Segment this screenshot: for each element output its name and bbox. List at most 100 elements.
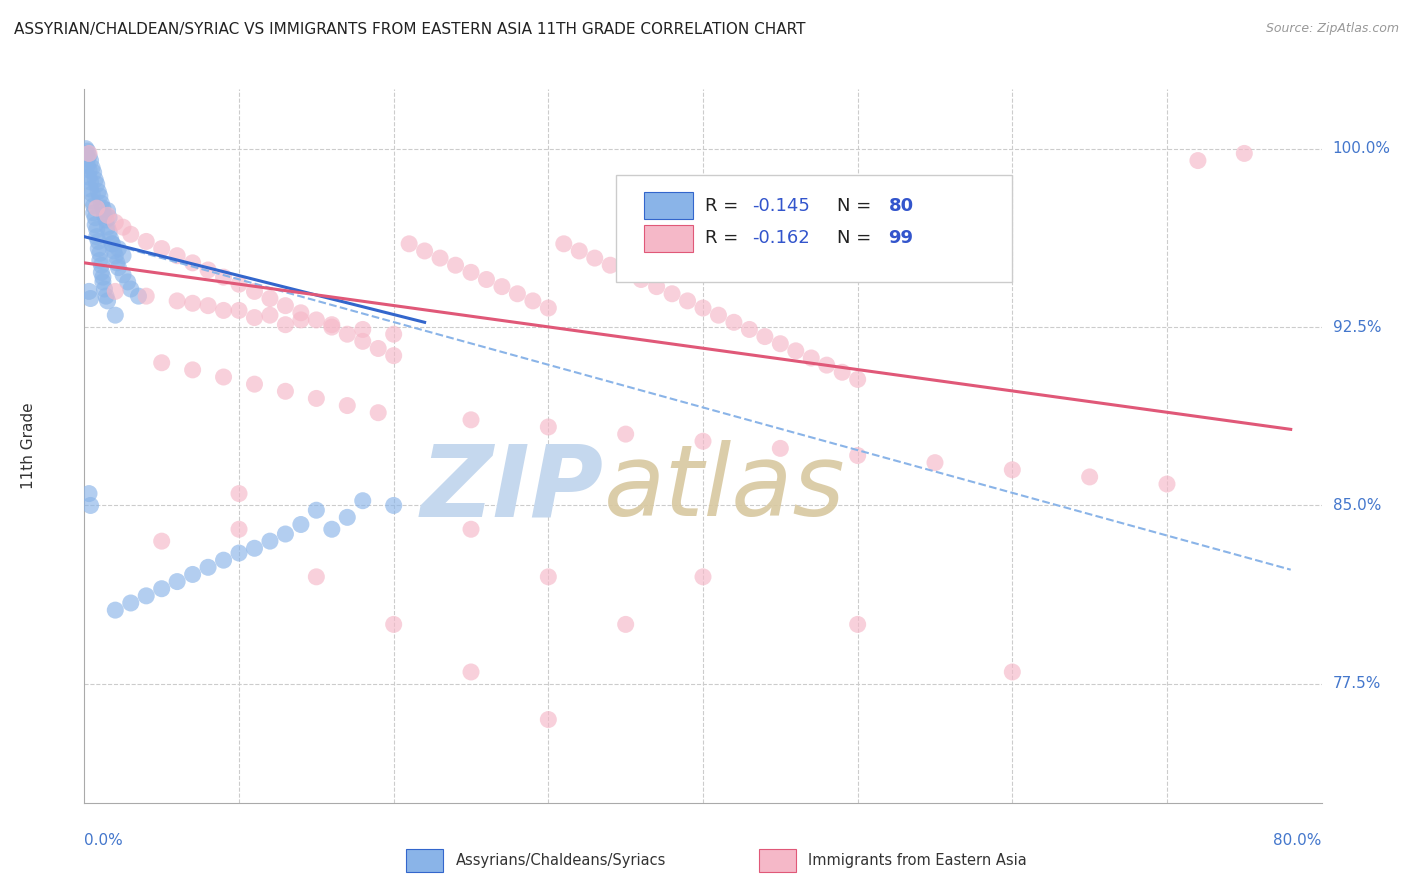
- Point: [924, 456, 946, 470]
- Point: [769, 442, 792, 456]
- Point: [243, 310, 266, 325]
- Point: [1001, 463, 1024, 477]
- Point: [846, 372, 869, 386]
- Point: [107, 242, 129, 256]
- Point: [228, 303, 250, 318]
- Point: [305, 570, 328, 584]
- Point: [76, 151, 98, 165]
- Point: [274, 384, 297, 399]
- Point: [104, 308, 127, 322]
- Point: [197, 560, 219, 574]
- Point: [290, 313, 312, 327]
- Point: [91, 270, 114, 285]
- Point: [101, 236, 124, 251]
- Point: [82, 194, 104, 208]
- Point: [89, 253, 111, 268]
- Point: [93, 282, 115, 296]
- Point: [104, 603, 127, 617]
- Point: [754, 329, 776, 343]
- Point: [96, 203, 118, 218]
- Point: [166, 574, 188, 589]
- Point: [212, 303, 235, 318]
- Point: [614, 265, 637, 279]
- FancyBboxPatch shape: [406, 849, 443, 872]
- Point: [846, 617, 869, 632]
- Point: [76, 158, 98, 172]
- Point: [77, 486, 100, 500]
- Point: [94, 213, 117, 227]
- Point: [522, 293, 544, 308]
- Point: [104, 249, 127, 263]
- Point: [79, 175, 101, 189]
- Point: [82, 186, 104, 201]
- Point: [692, 570, 714, 584]
- Point: [112, 220, 135, 235]
- Point: [105, 256, 128, 270]
- Point: [104, 215, 127, 229]
- Point: [135, 589, 157, 603]
- Point: [413, 244, 436, 258]
- Point: [305, 392, 328, 406]
- Point: [77, 285, 100, 299]
- Point: [83, 165, 105, 179]
- Point: [90, 196, 112, 211]
- Point: [96, 208, 118, 222]
- Point: [398, 236, 420, 251]
- Point: [112, 268, 135, 282]
- Point: [723, 315, 745, 329]
- Point: [98, 225, 121, 239]
- Point: [259, 534, 281, 549]
- Point: [661, 286, 683, 301]
- Point: [382, 617, 405, 632]
- FancyBboxPatch shape: [644, 192, 693, 219]
- Point: [460, 522, 482, 536]
- Point: [84, 172, 107, 186]
- Point: [77, 146, 100, 161]
- Point: [83, 199, 105, 213]
- Point: [87, 185, 110, 199]
- Point: [212, 270, 235, 285]
- Point: [274, 299, 297, 313]
- Text: 92.5%: 92.5%: [1333, 319, 1381, 334]
- Point: [77, 170, 100, 185]
- Point: [197, 263, 219, 277]
- Point: [831, 365, 853, 379]
- Text: 85.0%: 85.0%: [1333, 498, 1381, 513]
- Point: [460, 413, 482, 427]
- Point: [274, 527, 297, 541]
- Point: [243, 377, 266, 392]
- Point: [150, 356, 173, 370]
- Text: 80.0%: 80.0%: [1274, 833, 1322, 848]
- Point: [460, 665, 482, 679]
- Text: N =: N =: [837, 196, 876, 214]
- Point: [614, 617, 637, 632]
- Point: [77, 163, 100, 178]
- Point: [96, 293, 118, 308]
- Point: [94, 289, 117, 303]
- Point: [166, 249, 188, 263]
- Point: [1001, 665, 1024, 679]
- Point: [101, 236, 124, 251]
- Point: [290, 517, 312, 532]
- Text: Immigrants from Eastern Asia: Immigrants from Eastern Asia: [808, 853, 1026, 868]
- Point: [382, 499, 405, 513]
- Point: [84, 211, 107, 225]
- Point: [321, 522, 343, 536]
- Point: [785, 343, 807, 358]
- Point: [120, 227, 142, 242]
- Point: [290, 306, 312, 320]
- FancyBboxPatch shape: [759, 849, 796, 872]
- Point: [676, 293, 699, 308]
- Point: [1156, 477, 1178, 491]
- Point: [305, 313, 328, 327]
- Text: 100.0%: 100.0%: [1333, 141, 1391, 156]
- Point: [86, 178, 108, 192]
- Text: N =: N =: [837, 229, 876, 247]
- Point: [321, 318, 343, 332]
- Text: 80: 80: [889, 196, 914, 214]
- Point: [91, 275, 114, 289]
- Point: [692, 434, 714, 449]
- Point: [367, 406, 389, 420]
- Point: [228, 546, 250, 560]
- Point: [86, 222, 108, 236]
